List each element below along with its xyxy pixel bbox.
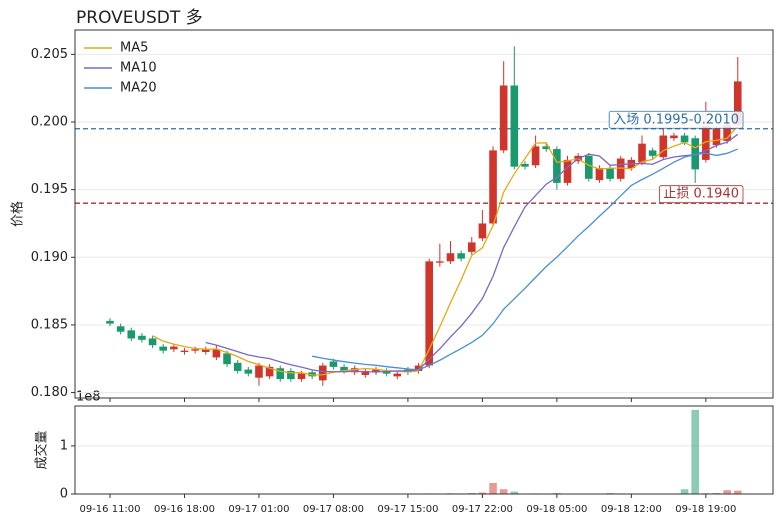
candle-body	[531, 146, 540, 166]
candle-body	[201, 349, 210, 352]
legend-label: MA20	[120, 81, 157, 96]
candle-body	[659, 135, 668, 158]
volume-bar	[691, 409, 699, 494]
chart-title: PROVEUSDT 多	[76, 8, 203, 28]
reference-label-box	[658, 185, 744, 204]
volume-bar	[499, 489, 508, 494]
candle-body	[680, 135, 689, 143]
candle-body	[606, 168, 614, 179]
candle-body	[446, 253, 455, 262]
candle-body	[244, 369, 253, 374]
candle-body	[553, 149, 561, 183]
candle-body	[191, 349, 199, 351]
candle-body	[265, 366, 274, 377]
y-tick-label: 0	[60, 487, 68, 502]
x-tick-label: 09-17 15:00	[377, 504, 438, 515]
volume-bar	[680, 489, 689, 494]
reference-label: 入场 0.1995-0.2010	[613, 112, 739, 127]
candle-body	[436, 261, 444, 263]
legend-label: MA10	[120, 61, 157, 76]
candle-body	[585, 155, 593, 179]
candle-body	[457, 253, 465, 259]
x-tick-label: 09-17 01:00	[228, 504, 289, 515]
x-tick-label: 09-17 08:00	[303, 504, 364, 515]
y-tick-label: 1	[60, 438, 68, 453]
candle-body	[212, 349, 221, 358]
candle-body	[297, 373, 306, 380]
volume-bar	[489, 482, 497, 494]
x-tick-label: 09-16 18:00	[154, 504, 215, 515]
ma-line	[312, 148, 739, 371]
y-tick-label: 0.190	[31, 250, 68, 265]
candle-body	[340, 366, 348, 371]
candle-body	[159, 346, 167, 351]
candle-body	[350, 368, 359, 373]
candle-body	[138, 335, 146, 340]
reference-label: 止损 0.1940	[663, 187, 739, 202]
candle-body	[702, 126, 710, 160]
candle-body	[170, 346, 178, 350]
candle-body	[106, 320, 114, 324]
candle-body	[308, 372, 316, 377]
candle-body	[542, 146, 551, 150]
candle-body	[638, 143, 646, 163]
candle-body	[287, 370, 295, 380]
y-tick-label: 0.200	[31, 115, 68, 130]
x-tick-label: 09-16 11:00	[79, 504, 140, 515]
candle-body	[180, 350, 189, 352]
candle-body	[499, 85, 508, 151]
x-tick-label: 09-17 22:00	[452, 504, 513, 515]
x-tick-label: 09-18 05:00	[526, 504, 587, 515]
volume-bar	[510, 491, 519, 494]
volume-axis-label: 成交量	[34, 430, 50, 469]
y-tick-label: 0.180	[31, 385, 68, 400]
candle-body	[425, 261, 433, 366]
y-tick-label: 0.185	[31, 317, 68, 332]
y-axis-label: 价格	[10, 201, 26, 227]
y-tick-label: 0.205	[31, 47, 68, 62]
candle-body	[478, 223, 487, 239]
candle-body	[361, 370, 370, 375]
candle-body	[691, 138, 699, 170]
volume-bar	[733, 490, 742, 494]
candle-body	[233, 362, 242, 371]
candle-body	[563, 159, 572, 183]
ma-line	[205, 133, 739, 373]
candle-body	[489, 150, 497, 224]
y-tick-label: 0.195	[31, 182, 68, 197]
candle-body	[670, 135, 678, 139]
candle-body	[521, 163, 529, 167]
candle-body	[648, 150, 657, 156]
x-tick-label: 09-18 19:00	[675, 504, 736, 515]
x-tick-label: 09-18 12:00	[601, 504, 662, 515]
candle-body	[616, 158, 625, 179]
candle-body	[372, 369, 380, 373]
candle-body	[276, 368, 285, 380]
candle-body	[329, 361, 338, 367]
candle-body	[127, 330, 136, 339]
candle-body	[116, 326, 125, 332]
candle-body	[723, 124, 731, 141]
candle-body	[712, 128, 721, 145]
reference-label-box	[608, 110, 744, 129]
candle-body	[393, 373, 402, 377]
candle-body	[510, 85, 519, 167]
candle-body	[319, 365, 327, 381]
plot-frame	[74, 29, 774, 399]
candle-body	[467, 242, 476, 252]
candle-body	[223, 353, 231, 365]
candle-body	[595, 168, 604, 181]
candle-body	[414, 365, 423, 371]
volume-bar	[478, 492, 487, 494]
candle-body	[148, 338, 157, 346]
candle-body	[255, 365, 263, 378]
volume-bar	[723, 490, 731, 494]
volume-frame	[74, 405, 774, 495]
offset-label: 1e8	[76, 390, 101, 405]
candle-body	[382, 370, 391, 374]
candle-body	[733, 81, 742, 125]
legend-label: MA5	[120, 41, 148, 56]
